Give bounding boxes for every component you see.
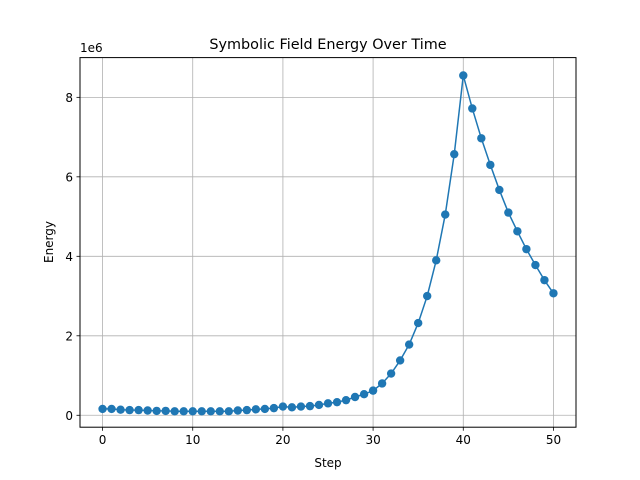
data-point: [161, 406, 170, 416]
data-point: [278, 402, 288, 411]
data-point: [459, 71, 468, 80]
data-point: [495, 185, 504, 195]
data-point: [386, 369, 396, 378]
data-point: [477, 134, 486, 143]
x-tick-label: 50: [546, 433, 561, 447]
data-point: [531, 260, 540, 270]
data-point: [269, 403, 279, 413]
data-point: [450, 149, 459, 159]
data-point: [170, 407, 179, 416]
data-point: [188, 407, 197, 416]
y-axis-label: Energy: [42, 221, 56, 263]
data-point: [404, 340, 414, 349]
data-point: [441, 210, 450, 219]
data-point: [432, 256, 441, 265]
data-point: [242, 405, 252, 415]
chart-title: Symbolic Field Energy Over Time: [209, 37, 446, 53]
data-point: [395, 356, 405, 365]
data-point: [513, 227, 522, 236]
data-point: [197, 407, 206, 416]
x-tick-label: 30: [365, 433, 380, 447]
x-tick-label: 0: [99, 433, 107, 447]
y-tick-label: 0: [65, 409, 73, 423]
data-point: [504, 208, 513, 217]
data-point: [323, 399, 333, 408]
data-point: [486, 160, 495, 170]
data-point: [107, 404, 116, 414]
data-point: [251, 405, 261, 414]
data-point: [423, 291, 432, 301]
data-point: [341, 395, 351, 405]
grid: [80, 57, 576, 428]
data-point: [206, 407, 215, 416]
data-point: [179, 407, 188, 416]
data-point: [359, 390, 369, 399]
data-point: [522, 244, 531, 254]
data-point: [233, 406, 243, 415]
data-point: [260, 404, 270, 414]
y-tick-label: 6: [65, 170, 73, 184]
x-tick-label: 20: [275, 433, 290, 447]
y-tick-label: 8: [65, 91, 73, 105]
y-tick-label: 4: [65, 250, 73, 264]
data-point: [350, 392, 360, 402]
data-point: [134, 405, 143, 415]
y-tick-label: 2: [65, 329, 73, 343]
series: [98, 71, 558, 416]
data-point: [152, 406, 161, 416]
data-point: [314, 400, 324, 410]
data-point: [215, 407, 224, 416]
data-point: [287, 403, 297, 412]
data-point: [98, 404, 107, 414]
y-axis-scale-label: 1e6: [80, 41, 103, 55]
data-point: [549, 289, 558, 298]
data-point: [305, 401, 315, 411]
data-point: [413, 318, 423, 328]
x-tick-label: 40: [456, 433, 471, 447]
data-point: [125, 405, 134, 415]
x-tick-label: 10: [185, 433, 200, 447]
data-point: [224, 407, 233, 416]
data-point: [540, 275, 549, 285]
axis-ticks: 0 10 20 30 40 50 0 2 4 6 8: [65, 91, 561, 447]
data-point: [332, 397, 342, 407]
data-point: [143, 406, 152, 415]
data-point: [368, 386, 378, 395]
plot-area-frame: [79, 57, 577, 428]
data-point: [468, 104, 477, 113]
x-axis-label: Step: [314, 456, 341, 470]
data-point: [116, 405, 125, 414]
data-point: [296, 402, 306, 411]
data-point: [377, 379, 387, 388]
